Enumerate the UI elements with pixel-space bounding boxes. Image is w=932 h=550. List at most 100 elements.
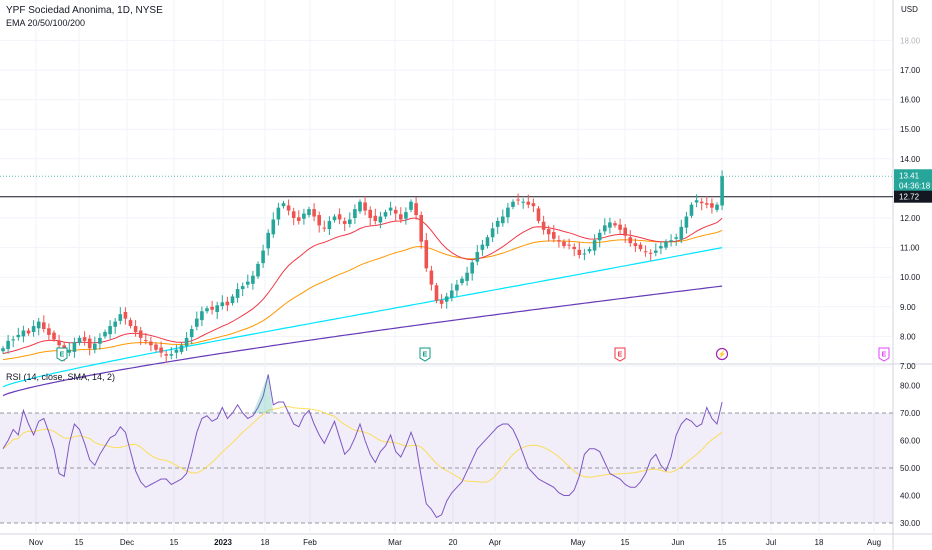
candle-body bbox=[684, 216, 689, 228]
candle-body bbox=[337, 214, 342, 220]
event-marker-3[interactable]: ⚡ bbox=[715, 347, 729, 361]
candle-body bbox=[261, 250, 265, 264]
candle-body bbox=[342, 220, 347, 224]
candle-body bbox=[47, 328, 51, 335]
candle-body bbox=[246, 281, 250, 285]
event-marker-label: E bbox=[882, 352, 887, 359]
ema-100-line bbox=[2, 247, 723, 388]
event-marker-4[interactable]: E bbox=[878, 347, 890, 362]
last-price-countdown: 04:36:18 bbox=[899, 181, 931, 190]
rsi-tick-label: 80.00 bbox=[900, 382, 921, 391]
time-tick-label: Feb bbox=[303, 538, 317, 547]
price-tick-label: 12.00 bbox=[900, 214, 921, 223]
time-tick-label: 18 bbox=[815, 538, 824, 547]
event-marker-1[interactable]: E bbox=[419, 347, 431, 362]
candle-body bbox=[1, 348, 5, 352]
candle-body bbox=[16, 334, 21, 338]
candle-body bbox=[57, 340, 61, 346]
event-marker-0[interactable]: E bbox=[56, 347, 68, 362]
candle-body bbox=[501, 216, 505, 224]
time-tick-label: 2023 bbox=[214, 538, 232, 547]
candle-body bbox=[200, 311, 204, 321]
candle-body bbox=[424, 240, 429, 269]
price-tick-label: 9.00 bbox=[900, 303, 916, 312]
candle-body bbox=[659, 246, 663, 249]
candle-body bbox=[383, 212, 388, 217]
time-tick-label: Mar bbox=[388, 538, 402, 547]
time-tick-label: 15 bbox=[170, 538, 179, 547]
price-tick-label: 17.00 bbox=[900, 66, 921, 75]
time-tick-label: 18 bbox=[261, 538, 270, 547]
candle-body bbox=[103, 331, 107, 337]
ema-200-line bbox=[2, 285, 723, 397]
candle-body bbox=[210, 306, 214, 310]
candle-body bbox=[628, 237, 633, 244]
event-marker-label: E bbox=[60, 352, 65, 359]
candle-body bbox=[348, 219, 352, 224]
candle-body bbox=[98, 337, 102, 344]
candle-body bbox=[480, 244, 485, 250]
candle-body bbox=[664, 241, 668, 248]
candle-body bbox=[577, 249, 582, 255]
candle-body bbox=[572, 246, 576, 250]
candle-body bbox=[531, 203, 536, 207]
price-tick-label: 18.00 bbox=[900, 36, 921, 45]
chart-title: YPF Sociedad Anonima, 1D, NYSE bbox=[6, 5, 163, 16]
candle-body bbox=[521, 201, 525, 203]
candle-body bbox=[6, 340, 10, 349]
price-tick-label: 14.00 bbox=[900, 155, 921, 164]
candle-body bbox=[302, 213, 306, 219]
candle-body bbox=[353, 209, 357, 218]
price-tick-label: 16.00 bbox=[900, 96, 921, 105]
candle-body bbox=[557, 240, 561, 242]
candle-body bbox=[710, 203, 714, 208]
time-tick-label: Nov bbox=[29, 538, 43, 547]
candle-body bbox=[526, 201, 531, 205]
last-price-tag bbox=[894, 169, 932, 194]
candle-body bbox=[654, 250, 658, 253]
candle-body bbox=[363, 202, 367, 211]
candle-body bbox=[358, 201, 362, 212]
candle-body bbox=[164, 354, 168, 356]
event-marker-2[interactable]: E bbox=[614, 347, 626, 362]
candle-body bbox=[174, 349, 179, 353]
rsi-label[interactable]: RSI (14, close, SMA, 14, 2) bbox=[6, 372, 116, 382]
price-tick-label: 7.00 bbox=[900, 362, 916, 371]
indicator-label[interactable]: EMA 20/50/100/200 bbox=[6, 18, 86, 28]
ema-50-line bbox=[2, 229, 723, 361]
earnings-icon bbox=[614, 347, 626, 362]
candle-body bbox=[251, 275, 255, 284]
candle-body bbox=[633, 243, 638, 247]
candle-body bbox=[465, 272, 469, 281]
candle-body bbox=[26, 330, 31, 334]
candle-body bbox=[699, 201, 704, 204]
candle-body bbox=[332, 216, 337, 221]
rsi-tick-label: 50.00 bbox=[900, 464, 921, 473]
price-tick-label: 15.00 bbox=[900, 125, 921, 134]
candle-body bbox=[720, 176, 724, 206]
candle-body bbox=[393, 209, 398, 214]
candle-body bbox=[266, 232, 270, 249]
candle-body bbox=[312, 209, 316, 217]
candle-body bbox=[123, 311, 128, 319]
time-tick-label: 15 bbox=[718, 538, 727, 547]
rsi-line bbox=[2, 374, 723, 519]
candle-body bbox=[419, 215, 423, 242]
candle-body bbox=[189, 329, 194, 338]
price-tick-label: 8.00 bbox=[900, 332, 916, 341]
candle-body bbox=[608, 222, 612, 228]
candle-body bbox=[307, 209, 311, 216]
candle-body bbox=[138, 330, 143, 338]
event-marker-label: E bbox=[423, 352, 428, 359]
candle-body bbox=[455, 284, 459, 291]
candle-body bbox=[694, 200, 699, 203]
candle-body bbox=[159, 347, 163, 353]
candle-body bbox=[689, 204, 694, 216]
candle-body bbox=[439, 300, 444, 304]
candle-body bbox=[113, 321, 117, 327]
candle-body bbox=[404, 212, 408, 219]
candle-body bbox=[149, 341, 153, 346]
candle-body bbox=[562, 241, 566, 247]
line-price-tag bbox=[894, 190, 932, 203]
